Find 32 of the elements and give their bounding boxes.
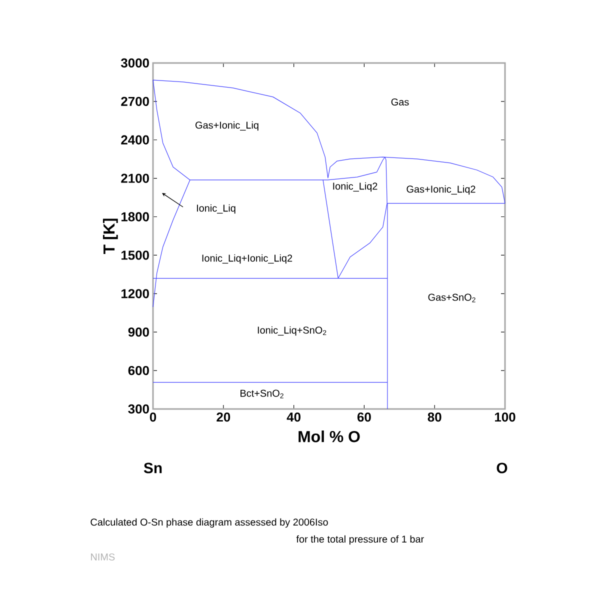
x-axis-title: Mol % O [298, 430, 360, 442]
text: for the total pressure of 1 bar [296, 535, 424, 545]
x-tick-label: 0 [150, 412, 156, 422]
x-tick-label: 80 [428, 412, 442, 422]
x-tick-label: 40 [286, 412, 300, 422]
annotation: Ionic_Liq2 [333, 182, 378, 192]
y-tick-label: 900 [128, 328, 149, 337]
annotation: Ionic_Liq [196, 204, 236, 214]
annotation: Gas [391, 98, 409, 106]
y-tick-label: 600 [128, 366, 149, 376]
annotation: Bct+SnO$_{2}$ [240, 390, 284, 398]
text: Sn [144, 462, 162, 474]
x-tick-label: 20 [216, 412, 230, 422]
y-tick-label: 2100 [121, 174, 149, 183]
text: O [496, 462, 508, 474]
annotation: Gas+SnO$_{2}$ [428, 294, 476, 302]
annotation: Gas+Ionic_Liq [196, 121, 258, 131]
annotation: Gas+Ionic_Liq2 [406, 185, 476, 195]
x-tick-label: 60 [357, 412, 371, 422]
y-tick-label: 1800 [121, 212, 149, 222]
y-tick-label: 1200 [121, 289, 149, 298]
y-tick-label: 1500 [121, 250, 149, 260]
y-axis-title: T [K] [102, 218, 118, 254]
y-tick-label: 2700 [121, 96, 149, 106]
annotation: Ionic_Liq+Ionic_Liq2 [202, 254, 292, 264]
text: NIMS [91, 553, 115, 561]
x-tick-label: 100 [495, 412, 516, 422]
y-tick-label: 3000 [120, 58, 149, 68]
y-tick-label: 300 [128, 404, 149, 414]
annotation: Ionic_Liq+SnO$_{2}$ [258, 326, 326, 336]
y-tick-label: 2400 [121, 135, 149, 144]
text: Calculated O-Sn phase diagram assessed by 2006Iso [90, 518, 328, 528]
